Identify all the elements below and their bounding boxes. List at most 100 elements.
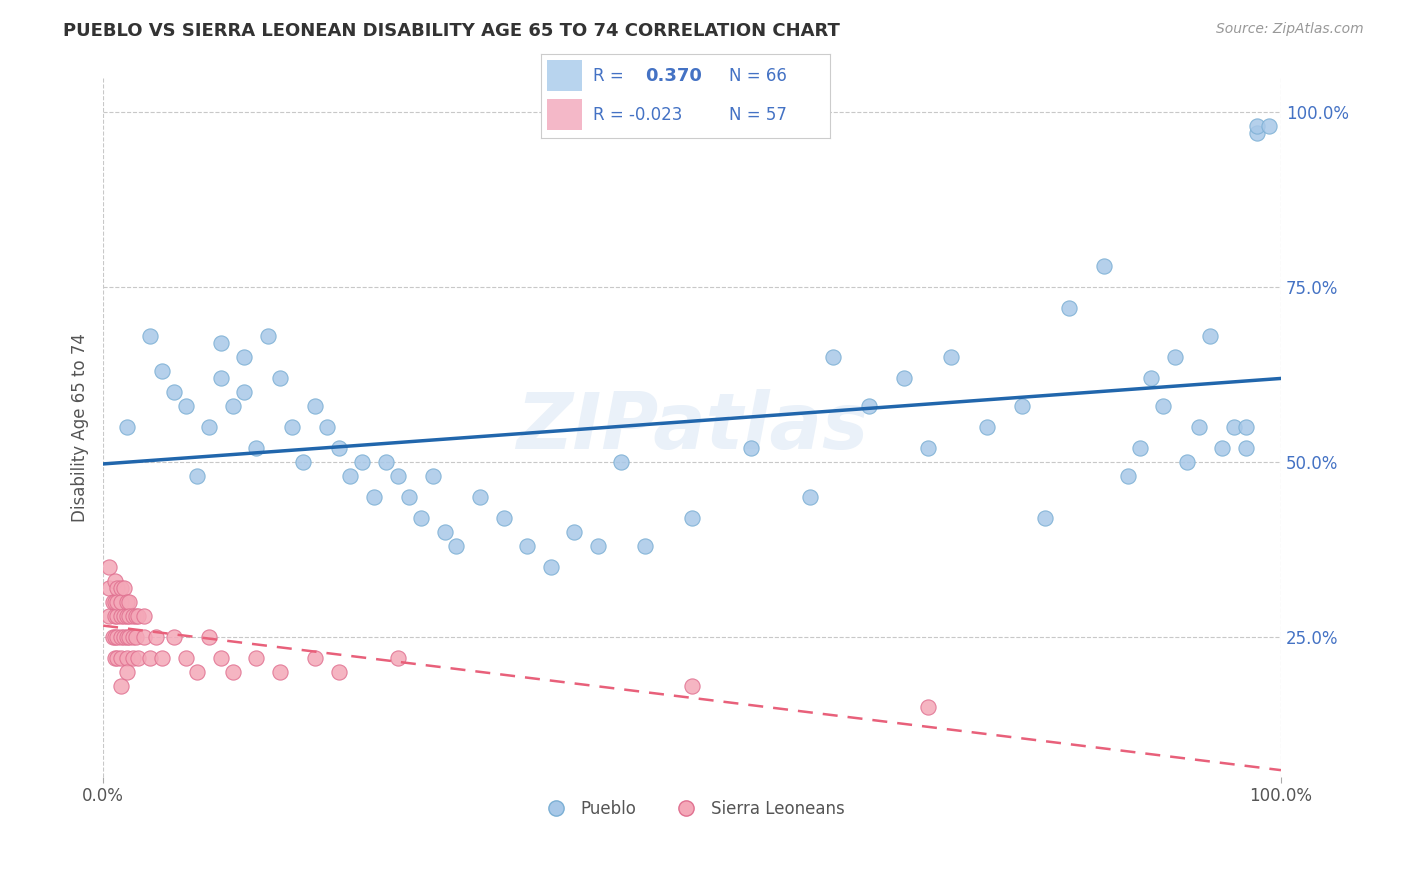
- Point: [1164, 350, 1187, 364]
- Point: [115, 651, 138, 665]
- Point: [917, 700, 939, 714]
- Point: [104, 609, 127, 624]
- Point: [893, 371, 915, 385]
- Point: [221, 665, 243, 679]
- Point: [976, 420, 998, 434]
- Point: [110, 651, 132, 665]
- Point: [105, 651, 128, 665]
- Point: [209, 336, 232, 351]
- Point: [363, 490, 385, 504]
- Point: [1152, 399, 1174, 413]
- Point: [121, 630, 143, 644]
- Point: [233, 350, 256, 364]
- Point: [269, 665, 291, 679]
- Point: [387, 651, 409, 665]
- Point: [118, 595, 141, 609]
- Point: [112, 581, 135, 595]
- Point: [105, 609, 128, 624]
- Point: [257, 329, 280, 343]
- Point: [540, 560, 562, 574]
- Point: [1057, 301, 1080, 316]
- Point: [292, 455, 315, 469]
- Point: [269, 371, 291, 385]
- Point: [586, 539, 609, 553]
- Point: [681, 679, 703, 693]
- Y-axis label: Disability Age 65 to 74: Disability Age 65 to 74: [72, 333, 89, 522]
- Point: [433, 524, 456, 539]
- Text: N = 66: N = 66: [728, 67, 786, 85]
- Point: [610, 455, 633, 469]
- Point: [150, 651, 173, 665]
- Text: ZIPatlas: ZIPatlas: [516, 389, 868, 465]
- Point: [125, 630, 148, 644]
- Point: [374, 455, 396, 469]
- Point: [634, 539, 657, 553]
- Point: [339, 469, 361, 483]
- Point: [110, 630, 132, 644]
- Point: [352, 455, 374, 469]
- Point: [134, 630, 156, 644]
- Point: [115, 420, 138, 434]
- Point: [516, 539, 538, 553]
- Point: [1092, 260, 1115, 274]
- Point: [562, 524, 585, 539]
- Point: [681, 511, 703, 525]
- Point: [150, 364, 173, 378]
- Point: [110, 609, 132, 624]
- Point: [1211, 441, 1233, 455]
- Point: [1246, 127, 1268, 141]
- Point: [174, 651, 197, 665]
- Bar: [547, 61, 582, 91]
- Point: [1246, 120, 1268, 134]
- Point: [105, 595, 128, 609]
- Point: [98, 581, 121, 595]
- Point: [858, 399, 880, 413]
- Point: [105, 630, 128, 644]
- Point: [139, 651, 162, 665]
- Point: [112, 630, 135, 644]
- Text: R = -0.023: R = -0.023: [593, 105, 682, 123]
- Point: [233, 385, 256, 400]
- Point: [328, 665, 350, 679]
- Point: [1011, 399, 1033, 413]
- Point: [115, 609, 138, 624]
- Point: [446, 539, 468, 553]
- Point: [98, 560, 121, 574]
- Text: N = 57: N = 57: [728, 105, 786, 123]
- Point: [198, 630, 221, 644]
- Point: [115, 630, 138, 644]
- Point: [221, 399, 243, 413]
- Point: [198, 420, 221, 434]
- Point: [127, 651, 149, 665]
- Point: [1175, 455, 1198, 469]
- Point: [1116, 469, 1139, 483]
- Legend: Pueblo, Sierra Leoneans: Pueblo, Sierra Leoneans: [533, 793, 852, 824]
- Point: [740, 441, 762, 455]
- Point: [209, 651, 232, 665]
- Point: [104, 630, 127, 644]
- Text: Source: ZipAtlas.com: Source: ZipAtlas.com: [1216, 22, 1364, 37]
- Point: [304, 399, 326, 413]
- Point: [121, 651, 143, 665]
- Point: [1234, 420, 1257, 434]
- Point: [492, 511, 515, 525]
- Point: [280, 420, 302, 434]
- Point: [125, 609, 148, 624]
- Point: [104, 595, 127, 609]
- Point: [115, 665, 138, 679]
- Point: [1223, 420, 1246, 434]
- Point: [145, 630, 167, 644]
- Point: [134, 609, 156, 624]
- Point: [104, 651, 127, 665]
- Point: [1258, 120, 1281, 134]
- Point: [411, 511, 433, 525]
- Point: [799, 490, 821, 504]
- Point: [387, 469, 409, 483]
- Point: [163, 630, 186, 644]
- Point: [941, 350, 963, 364]
- Point: [917, 441, 939, 455]
- Point: [174, 399, 197, 413]
- Point: [121, 609, 143, 624]
- Point: [1129, 441, 1152, 455]
- Point: [101, 595, 124, 609]
